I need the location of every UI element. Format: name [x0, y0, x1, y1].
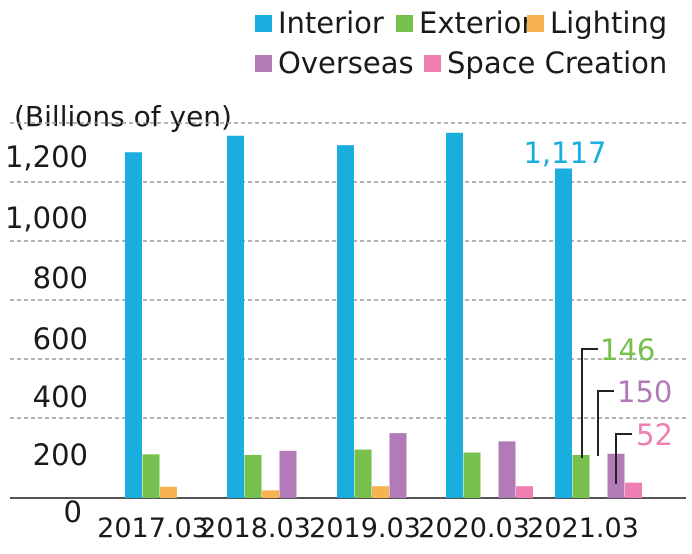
- bar-overseas-2019.03: [389, 433, 407, 498]
- bar-space-creation-2021.03: [625, 482, 642, 498]
- bar-interior-2019.03: [337, 145, 354, 498]
- exterior-swatch: [396, 14, 413, 32]
- y-tick-label: 600: [33, 322, 88, 356]
- legend-item-space-creation: Space Creation: [424, 46, 667, 80]
- y-tick-label: 1,000: [5, 201, 88, 235]
- x-tick-label: 2019.03: [309, 513, 421, 544]
- y-tick-label: 1,200: [5, 140, 88, 174]
- y-tick-label: 0: [64, 495, 82, 529]
- overseas-swatch: [255, 54, 272, 72]
- bar-lighting-2019.03: [372, 486, 389, 498]
- x-tick-label: 2021.03: [527, 513, 639, 544]
- y-tick-label: 200: [33, 438, 88, 472]
- bar-lighting-2018.03: [262, 490, 279, 498]
- y-tick-label: 800: [33, 261, 88, 295]
- x-tick-label: 2018.03: [199, 513, 311, 544]
- x-tick-label: 2020.03: [418, 513, 530, 544]
- annotation-exterior-2021: 146: [600, 333, 655, 367]
- leader-line-overseas: [597, 390, 614, 456]
- bar-overseas-2020.03: [498, 441, 516, 498]
- leader-line-exterior: [581, 348, 598, 458]
- bar-exterior-2021.03: [572, 454, 590, 498]
- bar-interior-2018.03: [227, 135, 244, 499]
- annotation-space-creation-2021: 52: [636, 418, 673, 452]
- legend-item-overseas: Overseas: [255, 46, 414, 80]
- bar-exterior-2017.03: [142, 454, 160, 498]
- legend-item-interior: Interior: [255, 6, 384, 40]
- bar-lighting-2017.03: [160, 486, 177, 498]
- bar-interior-2017.03: [125, 152, 142, 498]
- legend-label-overseas: Overseas: [278, 46, 414, 80]
- legend-label-exterior: Exterior: [419, 6, 534, 40]
- bar-overseas-2018.03: [279, 450, 297, 498]
- bar-exterior-2020.03: [463, 452, 481, 498]
- annotation-interior-2021: 1,117: [523, 136, 606, 170]
- legend-item-lighting: Lighting: [527, 6, 667, 40]
- legend-label-space-creation: Space Creation: [447, 46, 668, 80]
- bar-interior-2021.03: [555, 168, 572, 499]
- legend-label-lighting: Lighting: [550, 6, 668, 40]
- leader-line-space-creation: [615, 433, 632, 484]
- bar-exterior-2018.03: [244, 454, 262, 498]
- legend-item-exterior: Exterior: [396, 6, 533, 40]
- legend-label-interior: Interior: [278, 6, 384, 40]
- bar-space-creation-2020.03: [516, 486, 533, 498]
- x-tick-label: 2017.03: [97, 513, 209, 544]
- interior-swatch: [255, 14, 272, 32]
- space-creation-swatch: [424, 54, 441, 72]
- annotation-overseas-2021: 150: [617, 375, 672, 409]
- bar-exterior-2019.03: [354, 449, 372, 498]
- lighting-swatch: [527, 14, 544, 32]
- y-unit-label: (Billions of yen): [14, 100, 232, 133]
- y-tick-label: 400: [33, 380, 88, 414]
- bar-interior-2020.03: [446, 132, 463, 499]
